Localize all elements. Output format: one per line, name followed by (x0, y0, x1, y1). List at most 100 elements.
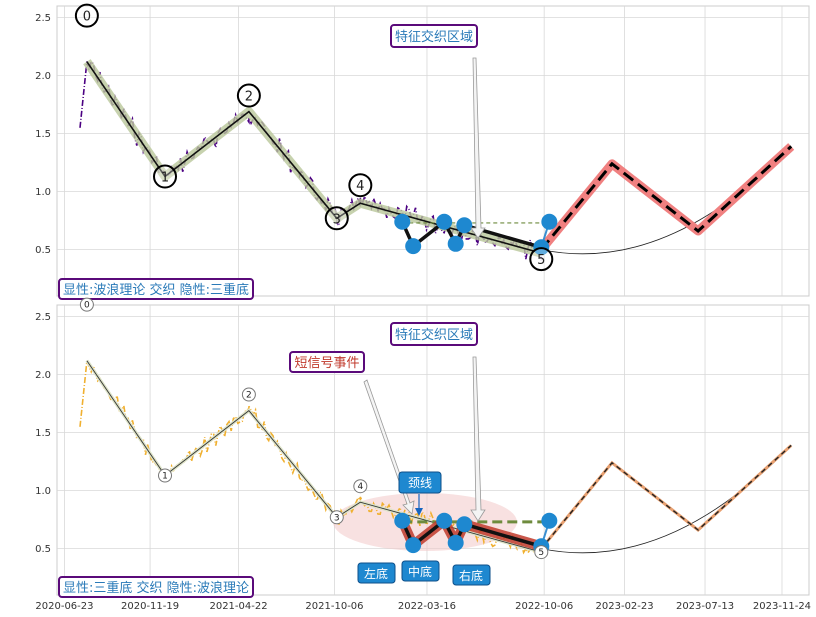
wave-label-4: 4 (353, 479, 368, 494)
wave-label-circle (74, 3, 99, 28)
triple-bottom-point (447, 534, 464, 551)
triple-bottom-point (436, 512, 453, 529)
top-wave-labels: 0 1 2 3 4 5 (74, 3, 554, 272)
x-tick-label: 2022-03-16 (398, 601, 456, 612)
wave-label-text: 5 (538, 548, 544, 558)
top-y-ticks: 0.5 1.0 1.5 2.0 2.5 (35, 13, 51, 256)
triple-bottom-point (541, 213, 558, 230)
bottom-feature-zone-label: 特征交织区域 (395, 327, 473, 343)
wave-label-circle (324, 206, 349, 231)
wave-line (86, 61, 542, 254)
wave-label-text: 5 (537, 253, 545, 268)
top-feature-zone-annotation: 特征交织区域 (390, 24, 486, 239)
wave-label-text: 3 (333, 212, 341, 227)
triple-bottom-point (447, 235, 464, 252)
x-tick-label: 2023-07-13 (676, 601, 734, 612)
x-tick-label: 2020-11-19 (121, 601, 179, 612)
projection-line (540, 145, 793, 251)
triple-bottom-point (456, 217, 473, 234)
wave-label-text: 2 (245, 90, 253, 105)
triple-bottom-point (394, 213, 411, 230)
wave-label-text: 4 (356, 179, 364, 194)
wave-label-2: 2 (241, 387, 256, 402)
neckline-label: 颈线 (408, 476, 432, 490)
bottom-panel: 0.5 1.0 1.5 2.0 2.5 2020-06-23 2020-11-19 2021… (35, 297, 811, 612)
x-tick-label: 2021-10-06 (305, 601, 363, 612)
wave-label-0: 0 (79, 297, 94, 312)
triple-bottom-point (456, 516, 473, 533)
wave-label-0: 0 (74, 3, 99, 28)
wave-label-text: 1 (161, 171, 169, 186)
wave-label-text: 3 (334, 513, 340, 523)
triple-bottom-point (394, 512, 411, 529)
wave-label-circle (236, 83, 261, 108)
bottom-caption: 显性:三重底 交织 隐性:波浪理论 (58, 576, 254, 598)
y-tick-label: 2.0 (35, 370, 51, 381)
bottom-caption-text: 显性:三重底 交织 隐性:波浪理论 (63, 580, 249, 596)
wave-label-circle (348, 173, 373, 198)
wave-label-1: 1 (153, 164, 178, 189)
bottom-plot-area (56, 304, 810, 596)
x-tick-label: 2023-02-23 (596, 601, 654, 612)
wave-label-3: 3 (329, 510, 344, 525)
top-caption-text: 显性:波浪理论 交织 隐性:三重底 (63, 282, 249, 298)
triple-bottom-point (405, 537, 422, 554)
y-tick-label: 1.0 (35, 486, 51, 497)
y-tick-label: 1.5 (35, 129, 51, 140)
right-bottom-label: 右底 (459, 568, 483, 583)
bottom-wave-labels: 0 1 2 3 4 5 (79, 297, 549, 560)
wave-label-text: 4 (357, 482, 363, 492)
wave-label-circle (79, 297, 94, 312)
triple-bottom-point (541, 512, 558, 529)
y-tick-label: 2.0 (35, 71, 51, 82)
top-caption: 显性:波浪理论 交织 隐性:三重底 (58, 278, 254, 300)
bottom-triple-bottom (394, 512, 558, 555)
left-bottom-annotation: 左底 (357, 562, 396, 584)
bottom-projection-line (540, 444, 793, 550)
middle-bottom-annotation: 中底 (401, 560, 440, 582)
y-tick-label: 1.0 (35, 187, 51, 198)
top-feature-zone-label: 特征交织区域 (395, 29, 473, 45)
right-bottom-annotation: 右底 (452, 564, 491, 586)
x-tick-label: 2023-11-24 (753, 601, 811, 612)
triple-bottom-point (436, 213, 453, 230)
y-tick-label: 0.5 (35, 544, 51, 555)
x-tick-label: 2020-06-23 (35, 601, 93, 612)
neckline-annotation: 颈线 (398, 471, 442, 516)
bottom-feature-zone-annotation: 特征交织区域 (390, 322, 486, 522)
wave-label-3: 3 (324, 206, 349, 231)
top-wave-line (83, 59, 543, 258)
wave-label-circle (241, 387, 256, 402)
wave-label-text: 0 (83, 10, 91, 25)
y-tick-label: 2.5 (35, 13, 51, 24)
y-tick-label: 0.5 (35, 245, 51, 256)
wave-label-circle (534, 545, 549, 560)
y-tick-label: 1.5 (35, 428, 51, 439)
wave-label-text: 0 (84, 301, 90, 311)
triple-bottom-point (405, 238, 422, 255)
wave-label-4: 4 (348, 173, 373, 198)
wave-label-circle (353, 479, 368, 494)
wave-label-5: 5 (529, 247, 554, 272)
projection-line (540, 444, 792, 550)
wave-label-circle (529, 247, 554, 272)
wave-label-5: 5 (534, 545, 549, 560)
wave-label-2: 2 (236, 83, 261, 108)
signal-event-label: 短信号事件 (294, 356, 359, 371)
wave-label-text: 2 (246, 391, 252, 401)
wave-line (86, 360, 542, 553)
top-projection-line (537, 143, 795, 253)
middle-bottom-label: 中底 (408, 564, 432, 579)
bottom-y-ticks: 0.5 1.0 1.5 2.0 2.5 (35, 312, 51, 555)
wave-label-circle (153, 164, 178, 189)
bottom-wave-line (85, 359, 542, 554)
wave-label-circle (158, 468, 173, 483)
bottom-x-ticks: 2020-06-23 2020-11-19 2021-04-22 2021-10-06… (35, 601, 811, 612)
top-plot-area (56, 5, 810, 297)
x-tick-label: 2021-04-22 (209, 601, 267, 612)
x-tick-label: 2022-10-06 (515, 601, 573, 612)
y-tick-label: 2.5 (35, 312, 51, 323)
bottom-feature-zone-arrow (470, 356, 486, 522)
wave-label-text: 1 (162, 472, 168, 482)
